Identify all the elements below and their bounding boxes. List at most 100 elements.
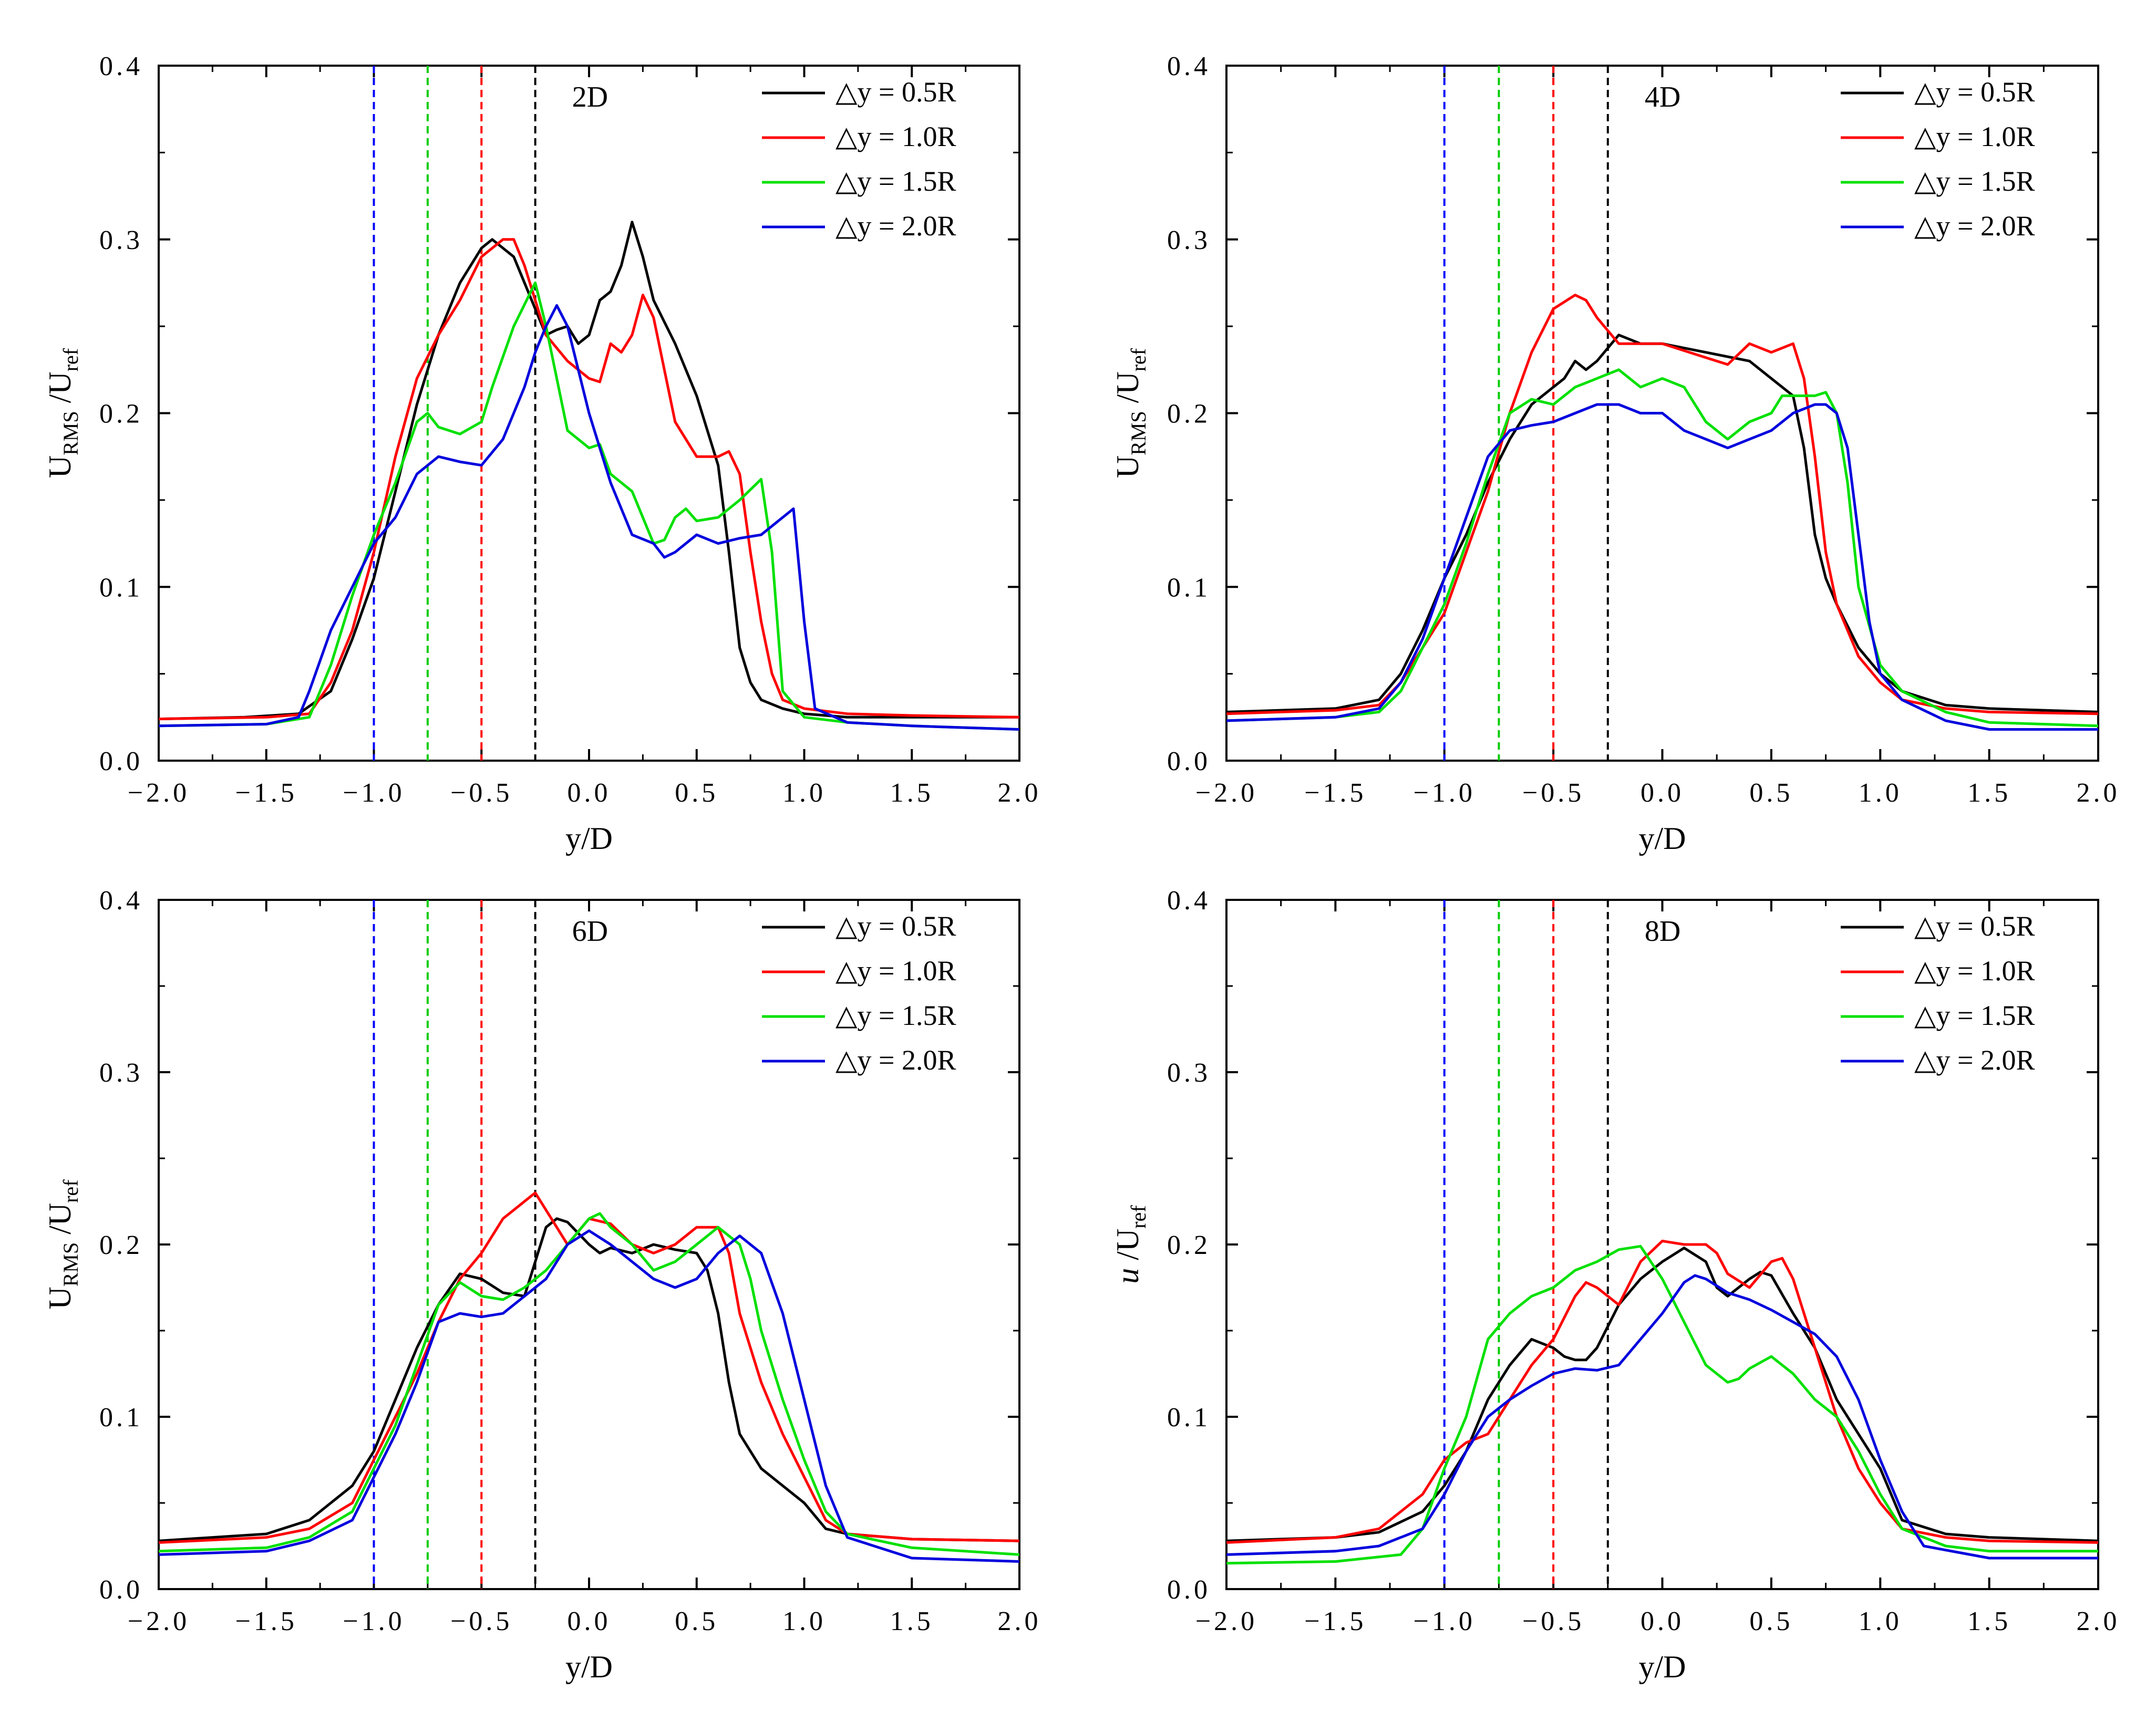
x-tick-label: 0.0 [1641, 778, 1684, 808]
series-line-0 [159, 221, 1019, 721]
series-line-3 [159, 1229, 1019, 1563]
x-tick-label: −2.0 [128, 778, 190, 808]
y-label-sub: RMS [1127, 411, 1150, 455]
series-group [159, 221, 1019, 731]
y-label-mid: /U [1110, 1229, 1145, 1268]
x-axis-label: y/D [565, 1650, 613, 1684]
y-tick-label: 0.1 [1167, 1403, 1211, 1433]
chart-panel-6D: −2.0 −1.5 −1.0 −0.5 0.0 0.5 1.0 1.5 2.0 0.0 0.1 0.2… [43, 886, 1041, 1684]
y-tick-label: 0.4 [99, 886, 143, 916]
x-tick-label: −1.5 [1304, 1606, 1366, 1636]
y-tick-label: 0.3 [99, 1058, 143, 1088]
x-tick-label: −1.0 [1414, 1606, 1476, 1636]
x-tick-label: 1.0 [782, 1606, 826, 1636]
series-line-1 [1226, 1239, 2098, 1544]
y-tick-label: 0.4 [1167, 886, 1211, 916]
x-tick-label: 2.0 [2077, 778, 2120, 808]
x-tick-label: 1.5 [890, 1606, 934, 1636]
y-tick-label: 0.1 [99, 573, 143, 603]
series-line-1 [159, 238, 1019, 721]
legend-label-2: △y = 1.5R [1914, 1000, 2035, 1031]
y-tick-label: 0.0 [99, 1575, 143, 1605]
x-tick-label: 1.0 [1859, 778, 1902, 808]
y-axis-label: URMS /Uref [43, 1179, 82, 1310]
legend-label-3: △y = 2.0R [835, 1044, 956, 1076]
y-label-sub: RMS [59, 1242, 82, 1287]
y-label-mid: /U [43, 371, 77, 411]
panel-annotation: 8D [1645, 915, 1680, 948]
series-line-2 [1226, 368, 2098, 728]
series-line-3 [1226, 1274, 2098, 1560]
series-line-2 [1226, 1244, 2098, 1565]
x-tick-label: −2.0 [1195, 1606, 1257, 1636]
legend-label-2: △y = 1.5R [1914, 165, 2035, 197]
x-tick-label: −1.5 [1304, 778, 1366, 808]
x-tick-label: −2.0 [128, 1606, 190, 1636]
y-label-sub: RMS [59, 411, 82, 455]
x-tick-label: 2.0 [998, 778, 1041, 808]
x-tick-label: 2.0 [998, 1606, 1041, 1636]
series-line-1 [1226, 294, 2098, 715]
legend-label-1: △y = 1.0R [1914, 121, 2035, 152]
y-axis-label: u /Uref [1110, 1205, 1150, 1284]
x-tick-label: −1.5 [235, 1606, 297, 1636]
y-label-sub2: ref [59, 348, 82, 371]
legend-label-3: △y = 2.0R [835, 210, 956, 242]
y-tick-label: 0.0 [1167, 1575, 1211, 1605]
legend-label-0: △y = 0.5R [1914, 76, 2035, 108]
y-tick-label: 0.1 [1167, 573, 1211, 603]
x-tick-label: −1.0 [343, 778, 405, 808]
y-axis-label: URMS /Uref [43, 348, 82, 478]
series-line-3 [159, 304, 1019, 731]
y-label-main: U [43, 455, 77, 478]
x-tick-label: 1.5 [890, 778, 934, 808]
panel-annotation: 2D [572, 81, 608, 113]
series-line-0 [159, 1217, 1019, 1542]
x-axis-label: y/D [1639, 821, 1686, 856]
x-tick-label: 2.0 [2077, 1606, 2120, 1636]
x-tick-label: −0.5 [450, 1606, 512, 1636]
x-tick-label: 1.0 [782, 778, 826, 808]
y-tick-label: 0.3 [1167, 1058, 1211, 1088]
y-tick-label: 0.2 [1167, 399, 1211, 429]
legend-label-3: △y = 2.0R [1914, 210, 2035, 242]
legend-label-1: △y = 1.0R [835, 955, 956, 987]
y-tick-label: 0.1 [99, 1403, 143, 1433]
x-tick-label: 0.5 [1749, 1606, 1793, 1636]
legend-label-2: △y = 1.5R [835, 165, 956, 197]
legend-label-0: △y = 0.5R [1914, 910, 2035, 942]
x-tick-label: −0.5 [1522, 1606, 1584, 1636]
panel-annotation: 6D [572, 915, 608, 948]
x-axis-label: y/D [565, 821, 613, 856]
legend-label-1: △y = 1.0R [1914, 955, 2035, 987]
y-label-mid: /U [1110, 371, 1145, 411]
series-group [159, 1191, 1019, 1563]
legend-label-2: △y = 1.5R [835, 1000, 956, 1031]
x-tick-label: 0.0 [568, 1606, 611, 1636]
y-label-sub2: ref [1127, 1205, 1150, 1229]
y-tick-label: 0.4 [99, 51, 143, 81]
chart-panel-2D: −2.0 −1.5 −1.0 −0.5 0.0 0.5 1.0 1.5 2.0 0.0 0.1 0.2… [43, 51, 1041, 856]
x-tick-label: 0.5 [675, 1606, 718, 1636]
x-tick-label: −1.0 [1414, 778, 1476, 808]
y-label-main: U [1110, 455, 1145, 478]
series-line-3 [1226, 403, 2098, 731]
y-tick-label: 0.3 [99, 225, 143, 255]
legend-label-3: △y = 2.0R [1914, 1044, 2035, 1076]
chart-panel-4D: −2.0 −1.5 −1.0 −0.5 0.0 0.5 1.0 1.5 2.0 0.0 0.1 0.2… [1110, 51, 2120, 856]
y-label-mid: /U [43, 1203, 77, 1242]
x-tick-label: 0.0 [568, 778, 611, 808]
x-tick-label: 0.5 [675, 778, 718, 808]
series-line-2 [159, 1212, 1019, 1556]
y-tick-label: 0.4 [1167, 51, 1211, 81]
x-tick-label: −1.0 [343, 1606, 405, 1636]
panel-annotation: 4D [1645, 81, 1680, 113]
x-tick-label: 0.0 [1641, 1606, 1684, 1636]
y-label-main: U [43, 1287, 77, 1309]
y-label-main: u [1110, 1268, 1145, 1284]
x-axis-label: y/D [1639, 1650, 1686, 1684]
x-tick-label: 1.0 [1859, 1606, 1902, 1636]
series-line-0 [1226, 1247, 2098, 1542]
